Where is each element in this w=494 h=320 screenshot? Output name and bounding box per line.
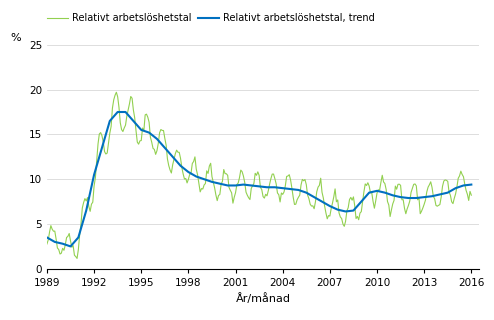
Relativt arbetslöshetstal, trend [132, 121, 138, 124]
Relativt arbetslöshetstal, trend [129, 117, 135, 121]
Line: Relativt arbetslöshetstal: Relativt arbetslöshetstal [47, 92, 471, 259]
Relativt arbetslöshetstal, trend [116, 110, 122, 114]
Relativt arbetslöshetstal [425, 185, 431, 189]
Legend: Relativt arbetslöshetstal, Relativt arbetslöshetstal, trend: Relativt arbetslöshetstal, Relativt arbe… [47, 13, 374, 23]
Relativt arbetslöshetstal [132, 116, 138, 120]
Relativt arbetslöshetstal, trend [416, 196, 422, 200]
Relativt arbetslöshetstal, trend [468, 183, 474, 187]
Text: %: % [10, 33, 21, 43]
Relativt arbetslöshetstal [95, 142, 101, 146]
X-axis label: År/månad: År/månad [236, 293, 290, 304]
Relativt arbetslöshetstal [74, 257, 80, 260]
Relativt arbetslöshetstal [416, 196, 422, 199]
Relativt arbetslöshetstal, trend [425, 195, 431, 199]
Relativt arbetslöshetstal, trend [68, 244, 74, 248]
Relativt arbetslöshetstal [129, 96, 135, 100]
Relativt arbetslöshetstal [468, 193, 474, 197]
Relativt arbetslöshetstal, trend [95, 159, 101, 163]
Line: Relativt arbetslöshetstal, trend: Relativt arbetslöshetstal, trend [47, 112, 471, 246]
Relativt arbetslöshetstal [114, 90, 120, 94]
Relativt arbetslöshetstal [162, 136, 168, 140]
Relativt arbetslöshetstal, trend [162, 146, 168, 150]
Relativt arbetslöshetstal [44, 242, 50, 246]
Relativt arbetslöshetstal, trend [44, 236, 50, 239]
